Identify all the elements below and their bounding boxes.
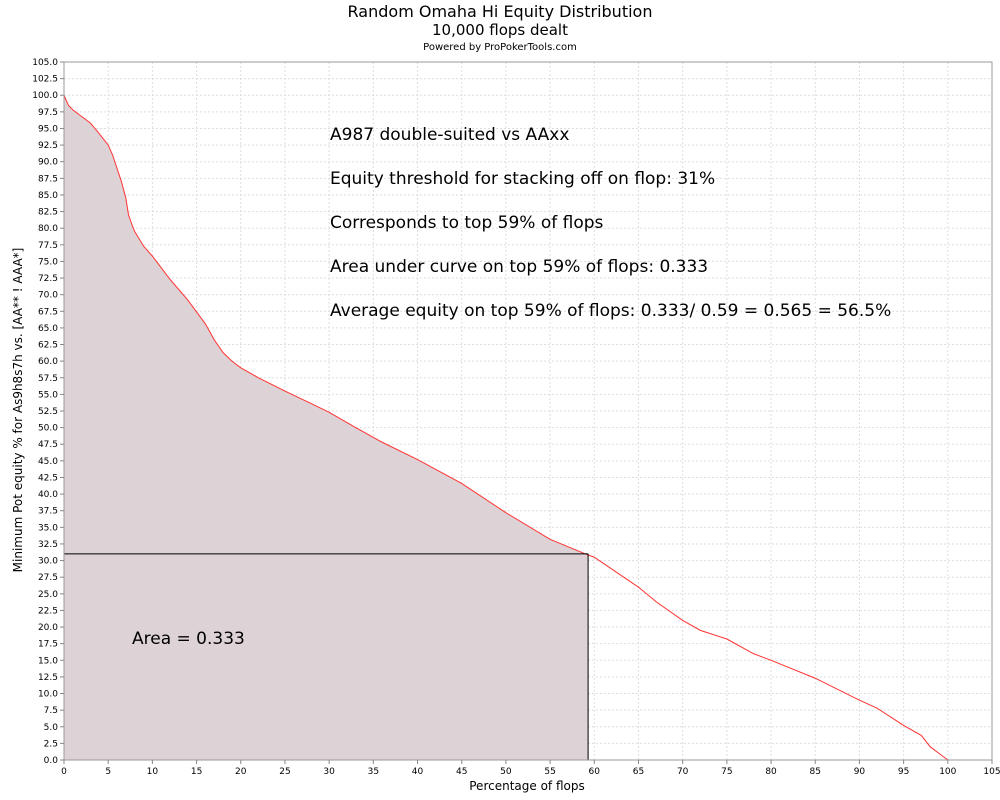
- x-tick-label: 75: [721, 767, 732, 777]
- y-tick-label: 5.0: [44, 723, 59, 733]
- y-tick-label: 25.0: [38, 590, 58, 600]
- x-tick-label: 25: [279, 767, 290, 777]
- annotation-2: Equity threshold for stacking off on flo…: [330, 169, 715, 189]
- x-tick-label: 90: [854, 767, 866, 777]
- area-fill: [64, 95, 589, 760]
- chart-title: Random Omaha Hi Equity Distribution: [347, 2, 653, 21]
- y-tick-label: 45.0: [38, 457, 58, 467]
- y-tick-label: 37.5: [38, 507, 58, 517]
- x-tick-label: 20: [235, 767, 247, 777]
- y-tick-label: 67.5: [38, 307, 58, 317]
- y-tick-label: 90.0: [38, 158, 58, 168]
- y-tick-label: 27.5: [38, 573, 58, 583]
- y-axis-label: Minimum Pot equity % for As9h8s7h vs. [A…: [11, 248, 25, 573]
- y-tick-label: 92.5: [38, 141, 58, 151]
- y-tick-label: 55.0: [38, 390, 58, 400]
- y-tick-label: 70.0: [38, 291, 58, 301]
- y-tick-label: 50.0: [38, 424, 58, 434]
- equity-curve: [63, 95, 949, 761]
- y-tick-label: 40.0: [38, 490, 58, 500]
- y-tick-label: 42.5: [38, 473, 58, 483]
- annotations: A987 double-suited vs AAxx Equity thresh…: [132, 125, 891, 649]
- y-tick-label: 62.5: [38, 341, 58, 351]
- x-tick-label: 0: [61, 767, 67, 777]
- y-tick-label: 85.0: [38, 191, 58, 201]
- y-tick-label: 75.0: [38, 257, 58, 267]
- y-tick-label: 72.5: [38, 274, 58, 284]
- y-tick-label: 60.0: [38, 357, 58, 367]
- y-tick-label: 80.0: [38, 224, 58, 234]
- y-tick-label: 82.5: [38, 208, 58, 218]
- y-tick-label: 47.5: [38, 440, 58, 450]
- area-label: Area = 0.333: [132, 629, 245, 649]
- area-under-curve: [64, 95, 589, 760]
- y-tick-label: 35.0: [38, 523, 58, 533]
- chart-credit: Powered by ProPokerTools.com: [423, 42, 577, 53]
- y-tick-label: 32.5: [38, 540, 58, 550]
- annotation-1: A987 double-suited vs AAxx: [330, 125, 569, 145]
- series-line: [63, 95, 949, 761]
- x-axis-label: Percentage of flops: [469, 779, 584, 793]
- x-tick-label: 15: [191, 767, 202, 777]
- x-tick-label: 45: [456, 767, 467, 777]
- x-tick-label: 85: [810, 767, 821, 777]
- y-tick-label: 65.0: [38, 324, 58, 334]
- x-tick-label: 105: [983, 767, 1000, 777]
- y-tick-label: 17.5: [38, 640, 58, 650]
- y-tick-label: 97.5: [38, 108, 58, 118]
- y-axis-ticks: 0.0 2.5 5.0 7.5 10.0 12.5 15.0 17.5 20.0 22.5 25.0…: [32, 58, 64, 766]
- x-tick-label: 35: [368, 767, 379, 777]
- y-tick-label: 95.0: [38, 124, 58, 134]
- y-tick-label: 30.0: [38, 557, 58, 567]
- x-tick-label: 80: [765, 767, 777, 777]
- y-tick-label: 22.5: [38, 606, 58, 616]
- x-tick-label: 50: [500, 767, 512, 777]
- y-tick-label: 12.5: [38, 673, 58, 683]
- x-tick-label: 95: [898, 767, 909, 777]
- y-tick-label: 7.5: [44, 706, 58, 716]
- annotation-3: Corresponds to top 59% of flops: [330, 213, 604, 233]
- y-tick-label: 10.0: [38, 690, 58, 700]
- y-tick-label: 105.0: [32, 58, 58, 68]
- y-tick-label: 0.0: [44, 756, 59, 766]
- x-tick-label: 30: [323, 767, 335, 777]
- y-tick-label: 77.5: [38, 241, 58, 251]
- x-axis-ticks: 0 5 10 15 20 25 30 35 40 45 50 55 60 65 70 75 80 85 90 95 10…: [61, 760, 1000, 777]
- x-tick-label: 10: [147, 767, 159, 777]
- y-tick-label: 15.0: [38, 656, 58, 666]
- x-tick-label: 100: [939, 767, 956, 777]
- chart-subtitle: 10,000 flops dealt: [432, 21, 568, 39]
- y-tick-label: 20.0: [38, 623, 58, 633]
- y-tick-label: 87.5: [38, 174, 58, 184]
- annotation-5: Average equity on top 59% of flops: 0.33…: [330, 301, 891, 321]
- y-tick-label: 57.5: [38, 374, 58, 384]
- x-tick-label: 40: [412, 767, 424, 777]
- annotation-4: Area under curve on top 59% of flops: 0.…: [330, 257, 708, 277]
- x-tick-label: 60: [589, 767, 601, 777]
- x-tick-label: 5: [105, 767, 111, 777]
- x-tick-label: 55: [544, 767, 555, 777]
- y-tick-label: 102.5: [32, 75, 58, 85]
- y-tick-label: 2.5: [44, 739, 58, 749]
- x-tick-label: 70: [677, 767, 689, 777]
- x-tick-label: 65: [633, 767, 644, 777]
- y-tick-label: 52.5: [38, 407, 58, 417]
- threshold-lines: [64, 553, 589, 760]
- y-tick-label: 100.0: [32, 91, 58, 101]
